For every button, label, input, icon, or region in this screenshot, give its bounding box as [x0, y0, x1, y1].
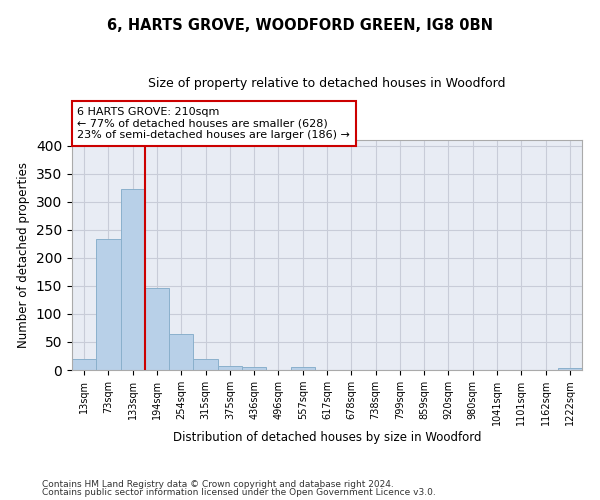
Bar	[558, 368, 582, 370]
X-axis label: Distribution of detached houses by size in Woodford: Distribution of detached houses by size …	[173, 431, 481, 444]
Bar	[121, 190, 145, 370]
Bar	[145, 288, 169, 370]
Bar	[290, 367, 315, 370]
Bar	[96, 238, 121, 370]
Bar	[218, 366, 242, 370]
Text: Contains public sector information licensed under the Open Government Licence v3: Contains public sector information licen…	[42, 488, 436, 497]
Text: 6 HARTS GROVE: 210sqm
← 77% of detached houses are smaller (628)
23% of semi-det: 6 HARTS GROVE: 210sqm ← 77% of detached …	[77, 107, 350, 140]
Y-axis label: Number of detached properties: Number of detached properties	[17, 162, 31, 348]
Bar	[193, 359, 218, 370]
Title: Size of property relative to detached houses in Woodford: Size of property relative to detached ho…	[148, 77, 506, 90]
Bar	[72, 359, 96, 370]
Text: Contains HM Land Registry data © Crown copyright and database right 2024.: Contains HM Land Registry data © Crown c…	[42, 480, 394, 489]
Bar	[242, 367, 266, 370]
Text: 6, HARTS GROVE, WOODFORD GREEN, IG8 0BN: 6, HARTS GROVE, WOODFORD GREEN, IG8 0BN	[107, 18, 493, 32]
Bar	[169, 334, 193, 370]
